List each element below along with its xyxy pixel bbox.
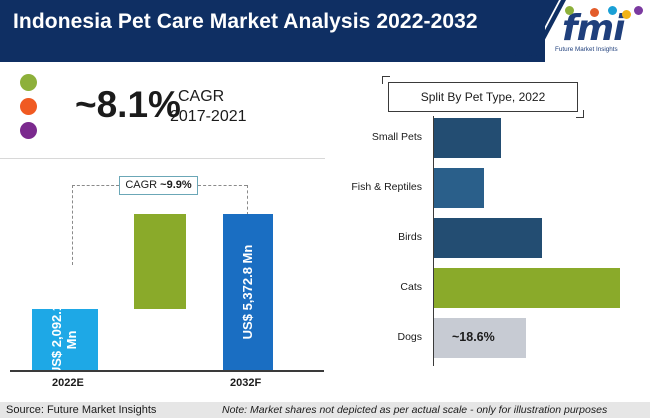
x-label-2022e: 2022E bbox=[52, 377, 84, 389]
header-background bbox=[0, 0, 545, 62]
header-banner: Indonesia Pet Care Market Analysis 2022-… bbox=[0, 0, 650, 62]
legend-dot-orange bbox=[20, 98, 37, 115]
cagr-bracket-right bbox=[198, 185, 247, 186]
split-chart-axis bbox=[433, 116, 434, 366]
bar-cats bbox=[434, 268, 620, 308]
cagr-forecast-value: ~9.9% bbox=[160, 179, 192, 191]
logo-dot bbox=[634, 6, 643, 15]
cagr-period: 2017-2021 bbox=[170, 108, 247, 125]
bar-small-pets bbox=[434, 118, 501, 158]
data-label-dogs: ~18.6% bbox=[452, 330, 495, 344]
page-title: Indonesia Pet Care Market Analysis 2022-… bbox=[13, 10, 478, 33]
title-box-corner bbox=[576, 110, 584, 118]
category-label-fish-reptiles: Fish & Reptiles bbox=[351, 181, 422, 193]
x-label-2032f: 2032F bbox=[230, 377, 262, 389]
logo-dot bbox=[565, 6, 574, 15]
cagr-value: ~8.1% bbox=[75, 84, 181, 125]
category-label-small-pets: Small Pets bbox=[371, 131, 422, 143]
legend-dot-purple bbox=[20, 122, 37, 139]
bar-2022e bbox=[32, 309, 98, 370]
bar-dogs bbox=[434, 318, 526, 358]
category-label-dogs: Dogs bbox=[397, 331, 422, 343]
chart-baseline bbox=[10, 370, 324, 372]
cagr-bracket-left-drop bbox=[72, 185, 73, 265]
logo-tagline: Future Market Insights bbox=[555, 46, 618, 53]
logo-dot bbox=[622, 10, 631, 19]
bar-birds bbox=[434, 218, 542, 258]
title-box-corner bbox=[382, 76, 390, 84]
legend-dot-green bbox=[20, 74, 37, 91]
logo-dot bbox=[608, 6, 617, 15]
cagr-bracket-right-drop bbox=[247, 185, 248, 215]
footer-bar bbox=[0, 402, 650, 418]
category-label-cats: Cats bbox=[400, 281, 422, 293]
bar-2032f bbox=[223, 214, 273, 370]
cagr-label: CAGR bbox=[178, 88, 225, 105]
fmi-logo: fmi Future Market Insights bbox=[552, 4, 648, 60]
bar-fish-reptiles bbox=[434, 168, 484, 208]
footnote-text: Note: Market shares not depicted as per … bbox=[222, 404, 608, 416]
source-text: Source: Future Market Insights bbox=[6, 404, 157, 416]
bar-increment bbox=[134, 214, 186, 310]
bar-2022e-label: US$ 2,092.1 Mn bbox=[49, 303, 79, 376]
cagr-forecast-prefix: CAGR bbox=[125, 179, 161, 191]
bar-2032f-label: US$ 5,372.8 Mn bbox=[240, 244, 255, 340]
logo-dot bbox=[590, 8, 599, 17]
section-divider bbox=[0, 158, 325, 159]
cagr-bracket-left bbox=[72, 185, 119, 186]
category-label-birds: Birds bbox=[398, 231, 422, 243]
split-chart-title: Split By Pet Type, 2022 bbox=[388, 82, 578, 112]
cagr-forecast-box: CAGR ~9.9% bbox=[119, 176, 198, 195]
